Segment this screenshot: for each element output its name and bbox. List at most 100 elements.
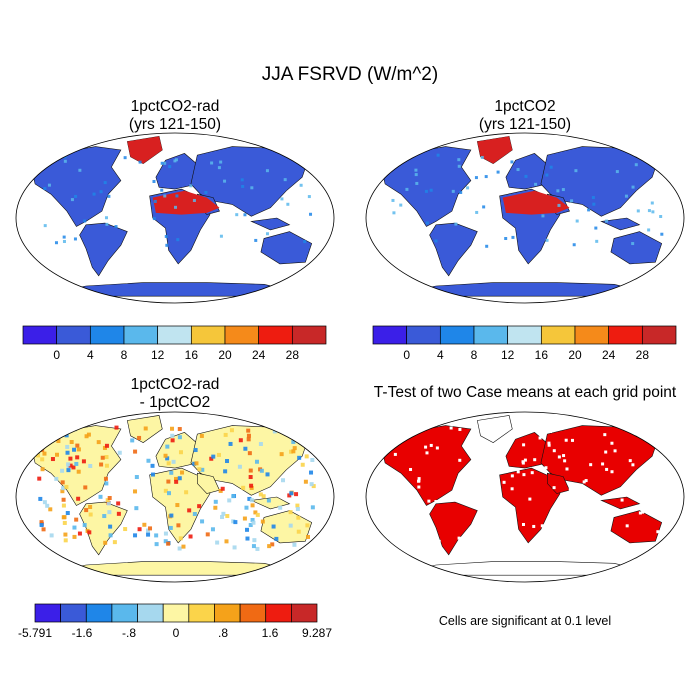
colorbar-panel-2-swatch bbox=[473, 325, 509, 345]
field-cell bbox=[250, 517, 255, 522]
colorbar-panel-2-tick-label: 4 bbox=[436, 348, 444, 362]
map-border bbox=[365, 132, 685, 304]
panel-3-title: 1pctCO2-rad - 1pctCO2 bbox=[50, 376, 300, 412]
field-cell bbox=[181, 544, 186, 549]
field-cell bbox=[615, 170, 619, 174]
field-cell bbox=[177, 427, 182, 432]
field-cell bbox=[37, 476, 42, 481]
field-cell bbox=[69, 439, 74, 444]
field-cell bbox=[68, 456, 73, 461]
nonsig-cell bbox=[583, 546, 587, 550]
field-cell bbox=[133, 489, 138, 494]
colorbar-panel-1-swatch bbox=[22, 325, 58, 345]
field-cell bbox=[180, 470, 185, 475]
nonsig-cell bbox=[418, 502, 422, 506]
field-cell bbox=[64, 427, 69, 432]
field-cell bbox=[219, 160, 223, 164]
field-cell bbox=[252, 538, 257, 543]
colorbar-panel-3-swatch bbox=[34, 603, 61, 623]
nonsig-cell bbox=[568, 487, 572, 491]
colorbar-panel-1-tick-label: 24 bbox=[251, 348, 266, 362]
field-cell bbox=[114, 225, 118, 229]
colorbar-panel-2-tick-label: 28 bbox=[635, 348, 650, 362]
colorbar-panel-2-swatch bbox=[507, 325, 542, 345]
nonsig-cell bbox=[662, 444, 666, 448]
nonsig-cell bbox=[521, 522, 525, 526]
nonsig-cell bbox=[547, 443, 551, 447]
nonsig-cell bbox=[640, 425, 644, 429]
nonsig-cell bbox=[579, 521, 583, 525]
field-cell bbox=[54, 452, 59, 457]
colorbar-panel-1-tick-label: 8 bbox=[120, 348, 128, 362]
field-cell bbox=[451, 189, 455, 193]
map-border bbox=[365, 411, 685, 583]
field-cell bbox=[43, 187, 47, 191]
colorbar-panel-1-tick-label: 4 bbox=[86, 348, 94, 362]
field-cell bbox=[60, 486, 65, 491]
field-cell bbox=[243, 446, 248, 451]
field-cell bbox=[459, 190, 463, 194]
nonsig-cell bbox=[662, 540, 666, 544]
colorbar-panel-3-tick-label: .8 bbox=[217, 626, 229, 640]
field-cell bbox=[248, 523, 253, 528]
field-cell bbox=[457, 158, 461, 162]
field-cell bbox=[199, 433, 204, 438]
field-cell bbox=[221, 511, 226, 516]
field-cell bbox=[405, 187, 409, 191]
field-cell bbox=[281, 478, 286, 483]
field-cell bbox=[235, 213, 239, 217]
field-cell bbox=[310, 457, 315, 462]
field-cell bbox=[75, 443, 80, 448]
nonsig-cell bbox=[533, 458, 537, 462]
nonsig-cell bbox=[660, 466, 664, 470]
colorbar-panel-2-swatch bbox=[574, 325, 610, 345]
landmass-southAmerica bbox=[79, 222, 128, 277]
nonsig-cell bbox=[604, 450, 608, 454]
field-cell bbox=[137, 527, 142, 532]
nonsig-cell bbox=[552, 486, 556, 490]
field-cell bbox=[108, 524, 113, 529]
field-cell bbox=[424, 189, 428, 193]
field-cell bbox=[249, 483, 254, 488]
field-cell bbox=[219, 234, 223, 238]
field-cell bbox=[107, 510, 112, 515]
field-cell bbox=[220, 515, 225, 520]
landmass-indonesia bbox=[600, 496, 641, 510]
field-cell bbox=[163, 453, 168, 458]
field-cell bbox=[475, 210, 479, 214]
field-cell bbox=[496, 170, 500, 174]
field-cell bbox=[414, 173, 418, 177]
field-cell bbox=[265, 472, 270, 477]
nonsig-cell bbox=[471, 483, 475, 487]
colorbar-panel-1-swatch bbox=[123, 325, 159, 345]
field-cell bbox=[36, 545, 41, 550]
colorbar-panel-1-swatch bbox=[157, 325, 192, 345]
colorbar-panel-1-tick-label: 20 bbox=[218, 348, 232, 362]
colorbar-panel-3-swatch bbox=[291, 603, 318, 623]
field-cell bbox=[100, 455, 105, 460]
field-cell bbox=[54, 476, 59, 481]
field-cell bbox=[288, 523, 293, 528]
field-cell bbox=[49, 533, 54, 538]
field-cell bbox=[237, 464, 242, 469]
field-cell bbox=[624, 194, 628, 198]
field-cell bbox=[99, 190, 103, 194]
field-cell bbox=[457, 164, 461, 168]
colorbar-panel-1-swatch bbox=[258, 325, 293, 345]
nonsig-cell bbox=[611, 491, 615, 495]
colorbar-panel-2 bbox=[372, 325, 677, 345]
nonsig-cell bbox=[603, 433, 607, 437]
colorbar-panel-2-swatch bbox=[641, 325, 677, 345]
field-cell bbox=[253, 510, 258, 515]
nonsig-cell bbox=[417, 485, 421, 489]
field-cell bbox=[228, 441, 233, 446]
field-cell bbox=[165, 243, 169, 247]
colorbar-panel-2-swatch bbox=[439, 325, 475, 345]
nonsig-cell bbox=[610, 441, 614, 445]
field-cell bbox=[309, 212, 313, 216]
field-cell bbox=[197, 504, 202, 509]
nonsig-cell bbox=[549, 429, 553, 433]
field-cell bbox=[647, 209, 651, 213]
field-cell bbox=[81, 459, 86, 464]
colorbar-panel-2-tick-label: 20 bbox=[568, 348, 582, 362]
